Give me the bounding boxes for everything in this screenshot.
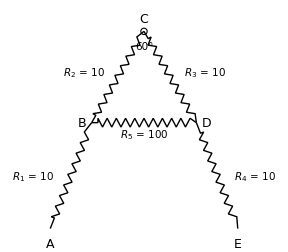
Text: $R_5$ = 100: $R_5$ = 100 [120,127,168,141]
Text: $R_3$ = 10: $R_3$ = 10 [183,66,226,80]
Text: $R_1$ = 10: $R_1$ = 10 [12,169,54,183]
Text: C: C [140,13,148,26]
Text: A: A [46,237,54,250]
Text: E: E [234,237,242,250]
Text: B: B [78,117,86,130]
Text: $R_4$ = 10: $R_4$ = 10 [234,169,276,183]
Text: 60°: 60° [135,42,153,52]
Text: D: D [202,117,211,130]
Text: $R_2$ = 10: $R_2$ = 10 [62,66,105,80]
